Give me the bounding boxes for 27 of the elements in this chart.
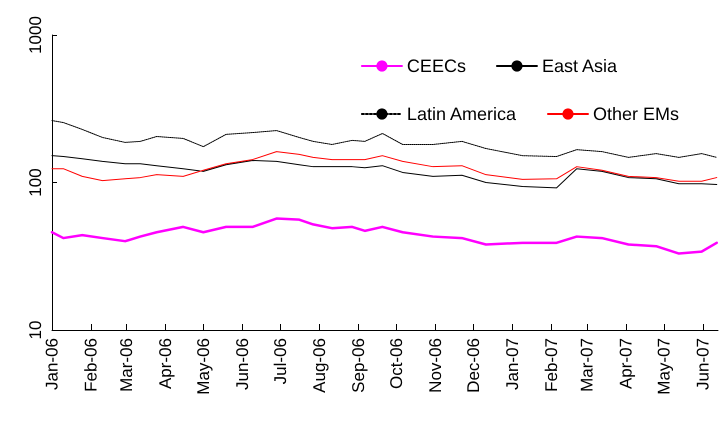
x-tick-label: Jun-07 (693, 338, 712, 390)
x-tick-label: Jun-06 (232, 338, 252, 390)
x-tick-label: Dec-06 (464, 338, 483, 393)
x-tick-label: Jan-07 (502, 338, 522, 390)
line-series (50, 217, 718, 255)
x-tick-label: Mar-06 (116, 338, 136, 392)
x-tick-label: Feb-07 (542, 338, 561, 392)
y-tick-label: 10 (26, 320, 45, 340)
x-tick-label: Apr-06 (156, 338, 176, 390)
line-series (52, 151, 718, 182)
x-tick-label: Feb-06 (82, 338, 101, 392)
x-tick-label: Nov-06 (426, 338, 445, 393)
legend-label: Other EMs (592, 104, 680, 124)
x-tick-label: Apr-07 (616, 338, 636, 390)
legend-label: CEECs (406, 56, 466, 76)
x-tick-label: Sep-06 (349, 338, 368, 393)
x-tick-label: Oct-06 (386, 338, 406, 390)
x-tick-label: Jul-06 (270, 338, 290, 384)
legend-label: Latin America (406, 104, 517, 124)
x-tick-label: Mar-07 (577, 338, 596, 392)
x-tick-label: May-07 (654, 338, 674, 395)
y-tick-label: 100 (26, 168, 45, 197)
x-tick-label: May-06 (194, 338, 213, 395)
x-tick-label: Jan-06 (42, 338, 62, 390)
legend-label: East Asia (542, 56, 618, 76)
y-tick-label: 1000 (26, 16, 45, 54)
x-tick-label: Aug-06 (310, 338, 329, 393)
